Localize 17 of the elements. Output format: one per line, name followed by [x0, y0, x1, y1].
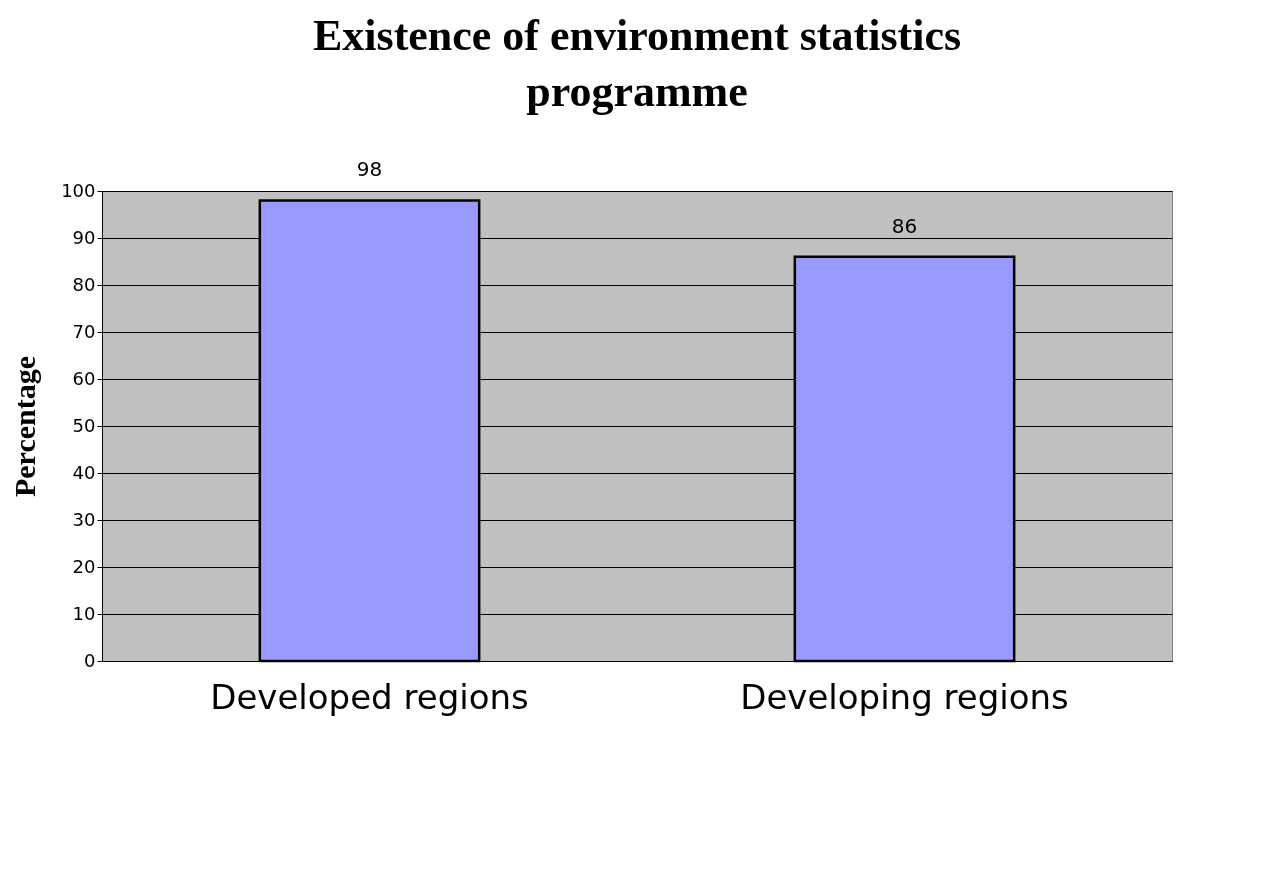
- y-tick-label: 20: [72, 555, 96, 577]
- y-tick-label: 90: [72, 226, 96, 248]
- y-tick-label: 50: [72, 414, 96, 436]
- y-tick-label: 80: [72, 273, 96, 295]
- y-tick-label: 60: [72, 367, 96, 389]
- y-tick-label: 10: [72, 602, 96, 624]
- x-tick-label: Developed regions: [210, 676, 529, 717]
- y-axis-title: Percentage: [8, 355, 42, 498]
- x-tick-label: Developing regions: [740, 676, 1069, 717]
- y-tick-label: 70: [72, 320, 96, 342]
- y-tick-label: 30: [72, 508, 96, 530]
- data-label: 86: [891, 213, 918, 238]
- y-tick-label: 100: [61, 179, 96, 201]
- y-tick-label: 40: [72, 461, 96, 483]
- data-label: 98: [356, 157, 383, 182]
- chart-title: Existence of environment statistics programme: [312, 11, 962, 117]
- y-tick-label: 0: [84, 649, 96, 671]
